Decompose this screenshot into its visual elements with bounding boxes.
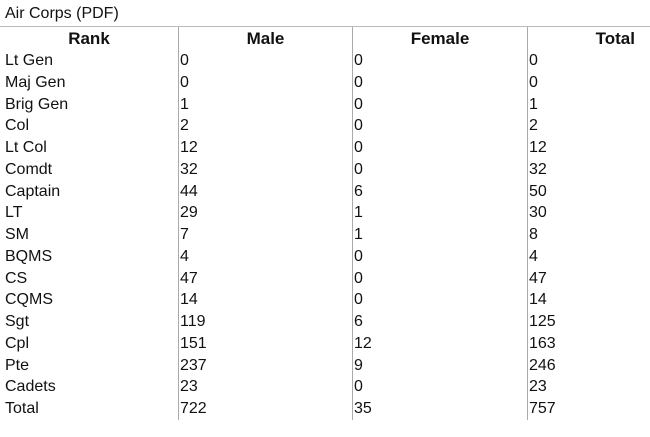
table-caption: Air Corps (PDF) [5, 5, 119, 22]
cell-total: 4 [527, 245, 650, 268]
cell-male: 0 [178, 50, 352, 72]
cell-male: 119 [178, 311, 352, 333]
cell-total: 757 [527, 398, 650, 420]
cell-total: 30 [527, 202, 650, 224]
cell-total: 12 [527, 137, 650, 159]
cell-female: 0 [352, 158, 527, 181]
table-row: Sgt 119 6 125 [0, 311, 650, 333]
cell-male: 14 [178, 289, 352, 311]
cell-male: 23 [178, 376, 352, 398]
cell-rank: CS [5, 269, 28, 287]
cell-male: 4 [178, 245, 352, 268]
cell-rank: Lt Gen [5, 52, 54, 69]
cell-rank: Col [5, 117, 30, 135]
cell-male: 12 [178, 137, 352, 159]
table-row: Maj Gen 0 0 0 [0, 71, 650, 94]
table-row: Comdt 32 0 32 [0, 158, 650, 181]
cell-male: 32 [178, 158, 352, 181]
table-row: Pte 237 9 246 [0, 354, 650, 377]
cell-rank: Cpl [5, 334, 30, 352]
table-row: Lt Gen 0 0 0 [0, 50, 650, 72]
table-row: CS 47 0 47 [0, 267, 650, 290]
cell-female: 12 [352, 332, 527, 355]
cell-total: 32 [527, 158, 650, 181]
cell-female: 1 [352, 224, 527, 246]
cell-rank: Comdt [5, 160, 53, 178]
cell-rank: Maj Gen [5, 73, 66, 91]
cell-total: 47 [527, 267, 650, 290]
cell-female: 0 [352, 267, 527, 290]
cell-female: 1 [352, 202, 527, 224]
cell-female: 0 [352, 93, 527, 116]
cell-total: 50 [527, 180, 650, 203]
table-row: CQMS 14 0 14 [0, 289, 650, 311]
cell-total: 14 [527, 289, 650, 311]
header-rank: Rank [68, 29, 110, 48]
cell-male: 237 [178, 354, 352, 377]
cell-rank: Brig Gen [5, 95, 69, 113]
cell-female: 0 [352, 137, 527, 159]
cell-total: 2 [527, 115, 650, 137]
cell-rank: Lt Col [5, 139, 47, 156]
cell-male: 7 [178, 224, 352, 246]
cell-male: 47 [178, 267, 352, 290]
cell-rank: CQMS [5, 291, 53, 309]
cell-total: 246 [527, 354, 650, 377]
table-row: Cadets 23 0 23 [0, 376, 650, 398]
cell-female: 0 [352, 376, 527, 398]
cell-total: 8 [527, 224, 650, 246]
cell-male: 44 [178, 180, 352, 203]
cell-rank: LT [5, 204, 23, 222]
cell-male: 0 [178, 71, 352, 94]
cell-rank: Sgt [5, 313, 30, 330]
cell-male: 722 [178, 398, 352, 420]
cell-male: 151 [178, 332, 352, 355]
cell-total: 163 [527, 332, 650, 355]
table-row: Captain 44 6 50 [0, 180, 650, 203]
cell-female: 0 [352, 50, 527, 72]
cell-total: 23 [527, 376, 650, 398]
cell-rank: Total [5, 400, 39, 417]
table-row: Lt Col 12 0 12 [0, 137, 650, 159]
table-row: Col 2 0 2 [0, 115, 650, 137]
cell-female: 0 [352, 245, 527, 268]
table-body: Lt Gen 0 0 0 Maj Gen 0 0 0 Brig Gen 1 0 1 Col 2 0 2 Lt C… [0, 50, 650, 420]
cell-male: 1 [178, 93, 352, 116]
table-row: Cpl 151 12 163 [0, 332, 650, 355]
header-female: Female [352, 27, 527, 50]
cell-rank: BQMS [5, 247, 53, 265]
cell-rank: Cadets [5, 378, 56, 396]
header-total: Total [527, 27, 650, 50]
cell-rank: Captain [5, 182, 61, 200]
rank-gender-table: Rank Male Female Total Lt Gen 0 0 0 Maj Gen 0… [0, 26, 650, 420]
table-row: BQMS 4 0 4 [0, 245, 650, 268]
cell-total: 0 [527, 71, 650, 94]
cell-total: 1 [527, 93, 650, 116]
cell-female: 0 [352, 289, 527, 311]
cell-rank: Pte [5, 356, 30, 374]
table-row: LT 29 1 30 [0, 202, 650, 224]
table-header-row: Rank Male Female Total [0, 27, 650, 50]
cell-female: 6 [352, 311, 527, 333]
table-row: Total 722 35 757 [0, 398, 650, 420]
table-row: SM 7 1 8 [0, 224, 650, 246]
cell-male: 29 [178, 202, 352, 224]
cell-female: 6 [352, 180, 527, 203]
header-male: Male [178, 27, 352, 50]
cell-male: 2 [178, 115, 352, 137]
cell-total: 125 [527, 311, 650, 333]
cell-female: 35 [352, 398, 527, 420]
cell-rank: SM [5, 226, 29, 243]
cell-female: 0 [352, 71, 527, 94]
table-row: Brig Gen 1 0 1 [0, 93, 650, 116]
cell-total: 0 [527, 50, 650, 72]
cell-female: 0 [352, 115, 527, 137]
cell-female: 9 [352, 354, 527, 377]
